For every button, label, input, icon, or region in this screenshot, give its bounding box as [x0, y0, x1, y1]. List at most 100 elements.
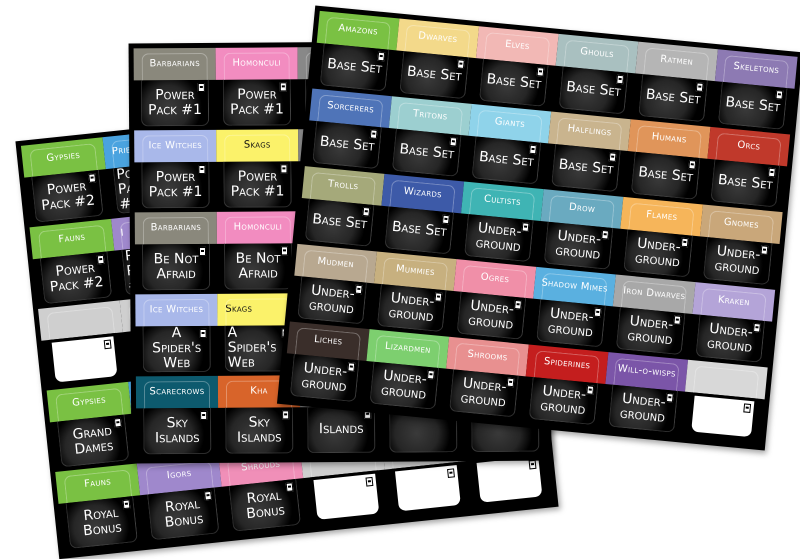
expansion-name: Royal Bonus [151, 496, 216, 532]
card-icon [347, 362, 355, 372]
label-body: Base Set [638, 74, 708, 122]
label-body: Base Set [551, 144, 621, 192]
label-body: Grand Dames [57, 414, 129, 467]
label-tab: Homonculi [217, 211, 299, 244]
card-icon [97, 255, 105, 265]
label-tab: Scarecrows [136, 376, 218, 409]
card-icon [753, 323, 761, 333]
card-icon [457, 59, 465, 69]
box-label: Elves Base Set [472, 26, 559, 111]
card-icon [522, 222, 530, 232]
box-label: Barbarians Be Not Afraid [135, 212, 218, 295]
card-icon [377, 52, 385, 62]
label-body: Royal Bonus [229, 479, 301, 532]
race-name: Skags [225, 304, 269, 314]
label-body: Power Pack #2 [40, 251, 112, 304]
race-name: Flames [640, 210, 684, 224]
card-icon [514, 300, 522, 310]
box-label [38, 300, 128, 390]
card-icon [200, 411, 207, 420]
expansion-name [693, 414, 753, 420]
expansion-name: A Spider's Web [146, 326, 208, 370]
card-icon [529, 460, 537, 470]
expansion-name: Power Pack #1 [226, 169, 288, 199]
race-name: Scarecrows [143, 387, 210, 397]
card-icon [204, 491, 212, 501]
race-name: Tritons [407, 109, 454, 123]
label-body [392, 462, 464, 515]
race-name: Skeletons [727, 61, 786, 76]
race-name: Priestesses [112, 145, 131, 157]
label-body: Power Pack #1 [223, 79, 291, 125]
label-body: Base Set [399, 51, 469, 99]
card-icon [434, 292, 442, 302]
race-name: Ghouls [574, 46, 621, 60]
race-name: Lizardmen [379, 341, 438, 357]
race-name: Mummies [389, 264, 441, 279]
race-name: Kha [244, 386, 274, 396]
label-body: Base Set [320, 43, 390, 91]
label-body: Sky Islands [143, 408, 211, 454]
card-icon [199, 247, 206, 256]
box-label: Skags Power Pack #1 [216, 129, 299, 212]
race-name: Barbarians [145, 223, 208, 233]
card-icon [537, 67, 545, 77]
race-name: Ogres [474, 272, 515, 286]
box-label [681, 360, 768, 445]
race-name [75, 320, 87, 321]
expansion-name: Power Pack #2 [44, 259, 109, 295]
race-name: Shrooms [461, 349, 514, 364]
race-name: Trolls [321, 179, 364, 193]
race-name: Elves [499, 39, 536, 52]
label-body: Base Set [479, 59, 549, 107]
label-body: Under-ground [616, 307, 686, 355]
label-body: Under-ground [623, 229, 693, 277]
race-name: Fauns [52, 232, 92, 246]
race-name: Gypsies [40, 150, 87, 165]
race-name: Homonculi [228, 222, 289, 232]
box-label: Shrooms Under-ground [442, 337, 529, 422]
race-name: Mudmen [311, 256, 360, 271]
card-icon [775, 90, 783, 100]
race-name: Drow [563, 202, 602, 216]
label-body: Under-ground [290, 354, 360, 402]
box-label: Ogres Under-ground [449, 259, 536, 344]
race-name: Wizards [397, 186, 448, 201]
label-body: Be Not Afraid [224, 243, 292, 289]
race-name: Dwarves [412, 31, 464, 46]
card-icon [442, 215, 450, 225]
label-body: Under-ground [457, 292, 527, 340]
expansion-name: Grand Dames [61, 423, 126, 459]
card-icon [673, 315, 681, 325]
label-body: Base Set [305, 199, 375, 247]
race-name: Liches [308, 334, 349, 348]
box-label: Homonculi Be Not Afraid [217, 211, 300, 294]
label-body: Be Not Afraid [142, 244, 210, 290]
race-name: Giants [488, 117, 531, 131]
card-icon [696, 82, 704, 92]
expansion-name: Royal Bonus [69, 504, 134, 540]
label-tab: Barbarians [135, 212, 217, 245]
label-body: Base Set [710, 159, 780, 207]
race-name [720, 379, 732, 380]
label-body: Under-ground [449, 369, 519, 417]
label-body: Under-ground [608, 385, 678, 433]
card-icon [123, 499, 131, 509]
expansion-name [316, 493, 378, 499]
card-icon [447, 468, 455, 478]
race-name: Skags [238, 140, 277, 150]
label-body: A Spider's Web [143, 326, 211, 372]
